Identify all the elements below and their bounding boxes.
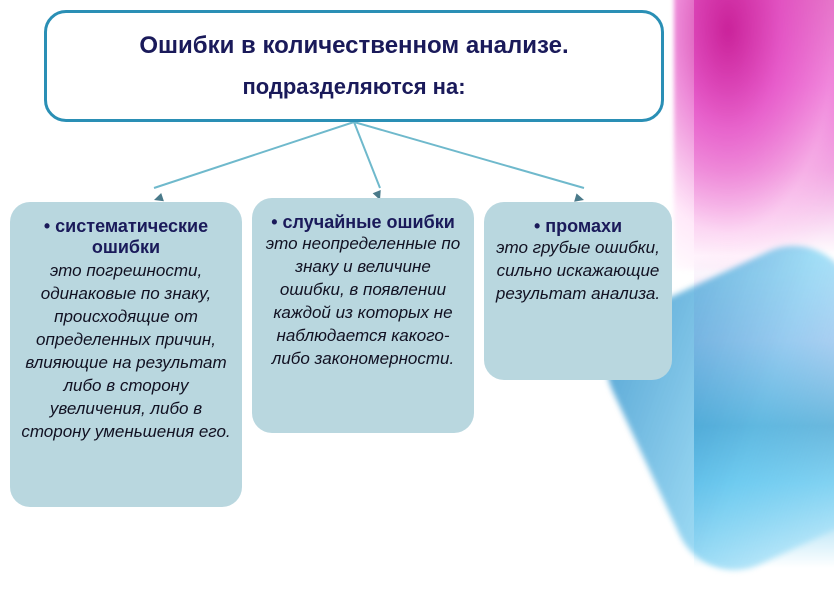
card-random-errors: • случайные ошибки это неопределенные по… <box>252 198 474 433</box>
card-blunders: • промахи это грубые ошибки, сильно иска… <box>484 202 672 380</box>
card-systematic-errors: • систематические ошибки это погрешности… <box>10 202 242 507</box>
header-subtitle: подразделяются на: <box>242 74 465 100</box>
card-title: • промахи <box>494 216 662 237</box>
card-body: это погрешности, одинаковые по знаку, пр… <box>20 260 232 444</box>
card-title: • систематические <box>20 216 232 237</box>
header-title: Ошибки в количественном анализе. <box>139 32 568 60</box>
card-body: это неопределенные по знаку и величине о… <box>262 233 464 371</box>
decorative-background <box>694 0 834 568</box>
arrows-svg <box>44 122 664 202</box>
card-title-cont: ошибки <box>20 237 232 258</box>
header-box: Ошибки в количественном анализе. подразд… <box>44 10 664 122</box>
card-title: • случайные ошибки <box>262 212 464 233</box>
card-body: это грубые ошибки, сильно искажающие рез… <box>494 237 662 306</box>
